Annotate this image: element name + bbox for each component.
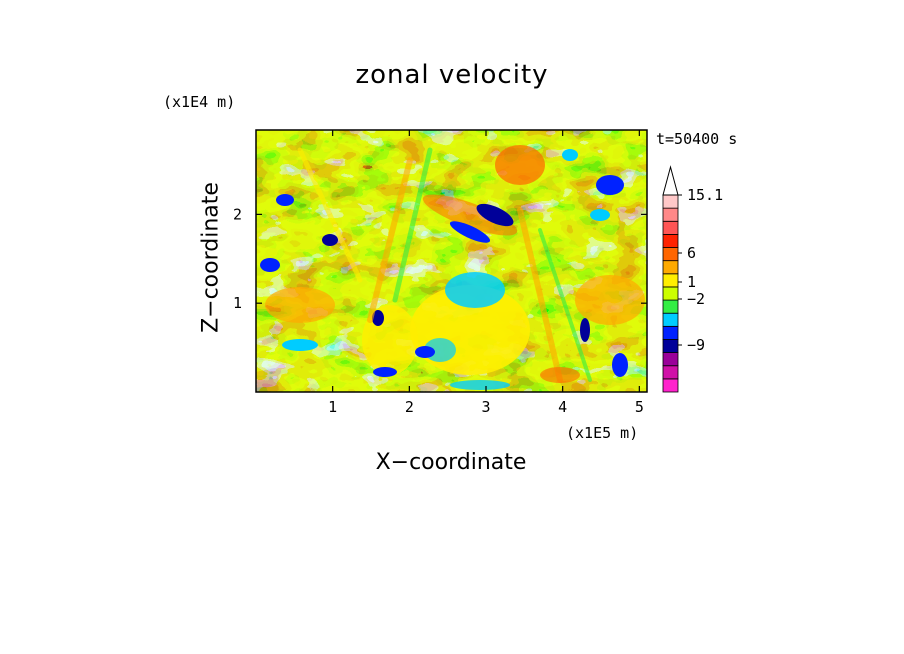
colorbar-swatch [662, 312, 679, 327]
y-tick-label: 1 [233, 294, 242, 312]
colorbar-label: −9 [687, 336, 705, 354]
colorbar-swatch [662, 247, 679, 262]
colorbar-swatch [662, 325, 679, 340]
colorbar-swatch [662, 365, 679, 380]
colorbar-swatch [662, 220, 679, 235]
colorbar-swatch [662, 339, 679, 354]
colorbar-swatch [662, 207, 679, 222]
axis-ticks: 1 2 3 4 5 1 2 [233, 130, 647, 416]
x-tick-label: 1 [328, 398, 337, 416]
colorbar-label: 1 [687, 273, 696, 291]
time-label: t=50400 s [656, 130, 738, 148]
colorbar-swatch [662, 299, 679, 314]
x-tick-label: 4 [558, 398, 567, 416]
chart-title: zonal velocity [355, 60, 549, 90]
plot-frame [255, 129, 648, 393]
x-axis-unit: (x1E5 m) [566, 424, 639, 442]
colorbar-label: 15.1 [687, 186, 723, 204]
y-axis-unit: (x1E4 m) [163, 93, 236, 111]
colorbar-swatch [662, 378, 679, 393]
colorbar-extend-arrow [662, 165, 679, 196]
colorbar: 15.1 6 1−2 −9 [662, 165, 723, 393]
colorbar-swatch [662, 273, 679, 288]
x-tick-label: 3 [481, 398, 490, 416]
x-axis-label: X−coordinate [375, 450, 527, 475]
colorbar-label: 6 [687, 244, 696, 262]
heatmap-field [256, 130, 647, 392]
colorbar-swatch [662, 286, 679, 301]
colorbar-swatch [662, 260, 679, 275]
x-tick-label: 5 [635, 398, 644, 416]
colorbar-swatch [662, 233, 679, 248]
colorbar-swatch [662, 352, 679, 367]
x-tick-label: 2 [405, 398, 414, 416]
colorbar-swatch [662, 194, 679, 209]
y-tick-label: 2 [233, 205, 242, 223]
colorbar-label: −2 [687, 290, 705, 308]
